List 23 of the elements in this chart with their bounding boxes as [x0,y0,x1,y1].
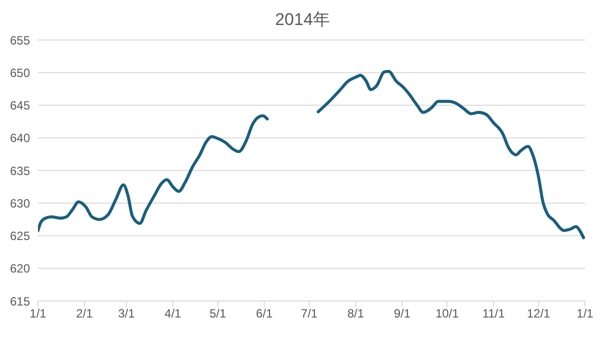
x-tick-label: 11/1 [482,306,506,321]
y-tick-label: 615 [10,294,30,308]
x-tick-label: 10/1 [435,306,460,321]
x-tick-label: 4/1 [164,306,182,321]
y-tick-label: 655 [10,33,30,48]
x-tick-label: 12/1 [526,306,551,321]
y-tick-label: 620 [10,262,30,276]
x-tick-label: 3/1 [118,306,136,321]
x-tick-label: 6/1 [256,306,273,321]
x-tick-label: 8/1 [347,306,364,321]
y-tick-label: 635 [10,164,30,178]
y-tick-label: 645 [10,98,30,113]
x-tick-label: 1/1 [30,306,47,321]
x-tick-label: 9/1 [394,306,411,321]
y-tick-label: 630 [10,196,30,210]
x-tick-label: 5/1 [209,306,226,321]
x-tick-label: 1/1 [576,306,594,321]
chart-title: 2014年 [274,9,331,30]
y-tick-label: 650 [10,66,30,80]
y-tick-label: 640 [10,131,30,146]
x-tick-label: 2/1 [76,306,94,321]
y-tick-label: 625 [10,229,30,244]
x-tick-label: 7/1 [300,306,318,321]
